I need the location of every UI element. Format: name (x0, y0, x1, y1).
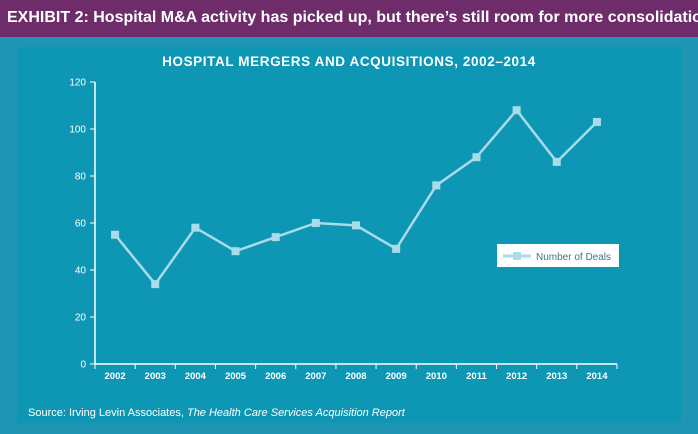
chart-title: HOSPITAL MERGERS AND ACQUISITIONS, 2002–… (162, 54, 536, 69)
source-report-title: The Health Care Services Acquisition Rep… (187, 407, 406, 419)
x-tick-label: 2006 (265, 371, 286, 382)
data-point (111, 230, 120, 239)
x-tick-label: 2014 (586, 371, 608, 382)
y-tick-label: 60 (75, 219, 87, 230)
x-axis-ticks: 2002 2003 2004 2005 2006 2007 2008 2009 2010 2011… (94, 364, 618, 382)
x-tick-label: 2013 (546, 371, 567, 382)
data-point (472, 153, 481, 162)
data-point (151, 280, 160, 289)
y-tick-label: 20 (75, 313, 87, 324)
exhibit-title: EXHIBIT 2: Hospital M&A activity has pic… (7, 9, 698, 26)
data-point (352, 221, 360, 230)
legend-swatch-marker (513, 252, 521, 260)
data-point (311, 219, 320, 227)
exhibit-banner: EXHIBIT 2: Hospital M&A activity has pic… (0, 0, 698, 37)
series-layer (111, 106, 601, 289)
x-tick-label: 2012 (506, 371, 527, 382)
y-tick-label: 0 (80, 360, 86, 371)
x-tick-label: 2007 (305, 371, 326, 382)
y-axis-ticks: 0 20 40 60 80 100 120 (69, 78, 95, 371)
data-point (392, 244, 401, 253)
data-point (231, 247, 240, 256)
y-tick-label: 40 (75, 266, 87, 277)
x-tick-label: 2009 (386, 371, 407, 382)
y-tick-label: 100 (69, 125, 86, 136)
y-tick-label: 80 (75, 172, 87, 183)
x-tick-label: 2005 (225, 371, 247, 382)
data-point (592, 117, 601, 126)
data-point (552, 157, 561, 166)
x-tick-label: 2003 (145, 371, 166, 382)
source-prefix: Source: Irving Levin Associates, (28, 407, 187, 419)
x-tick-label: 2004 (185, 371, 207, 382)
x-tick-label: 2008 (345, 371, 366, 382)
chart-panel (17, 47, 681, 423)
legend-label: Number of Deals (536, 252, 611, 263)
y-tick-label: 120 (69, 78, 86, 89)
data-point (512, 106, 521, 115)
x-tick-label: 2011 (466, 371, 487, 382)
x-tick-label: 2010 (426, 371, 447, 382)
legend-box (497, 244, 619, 267)
data-point (271, 233, 280, 242)
data-point (191, 223, 200, 232)
x-tick-label: 2002 (105, 371, 126, 382)
data-point (432, 181, 441, 190)
legend: Number of Deals (497, 244, 619, 267)
source-note: Source: Irving Levin Associates, The Hea… (28, 407, 406, 419)
